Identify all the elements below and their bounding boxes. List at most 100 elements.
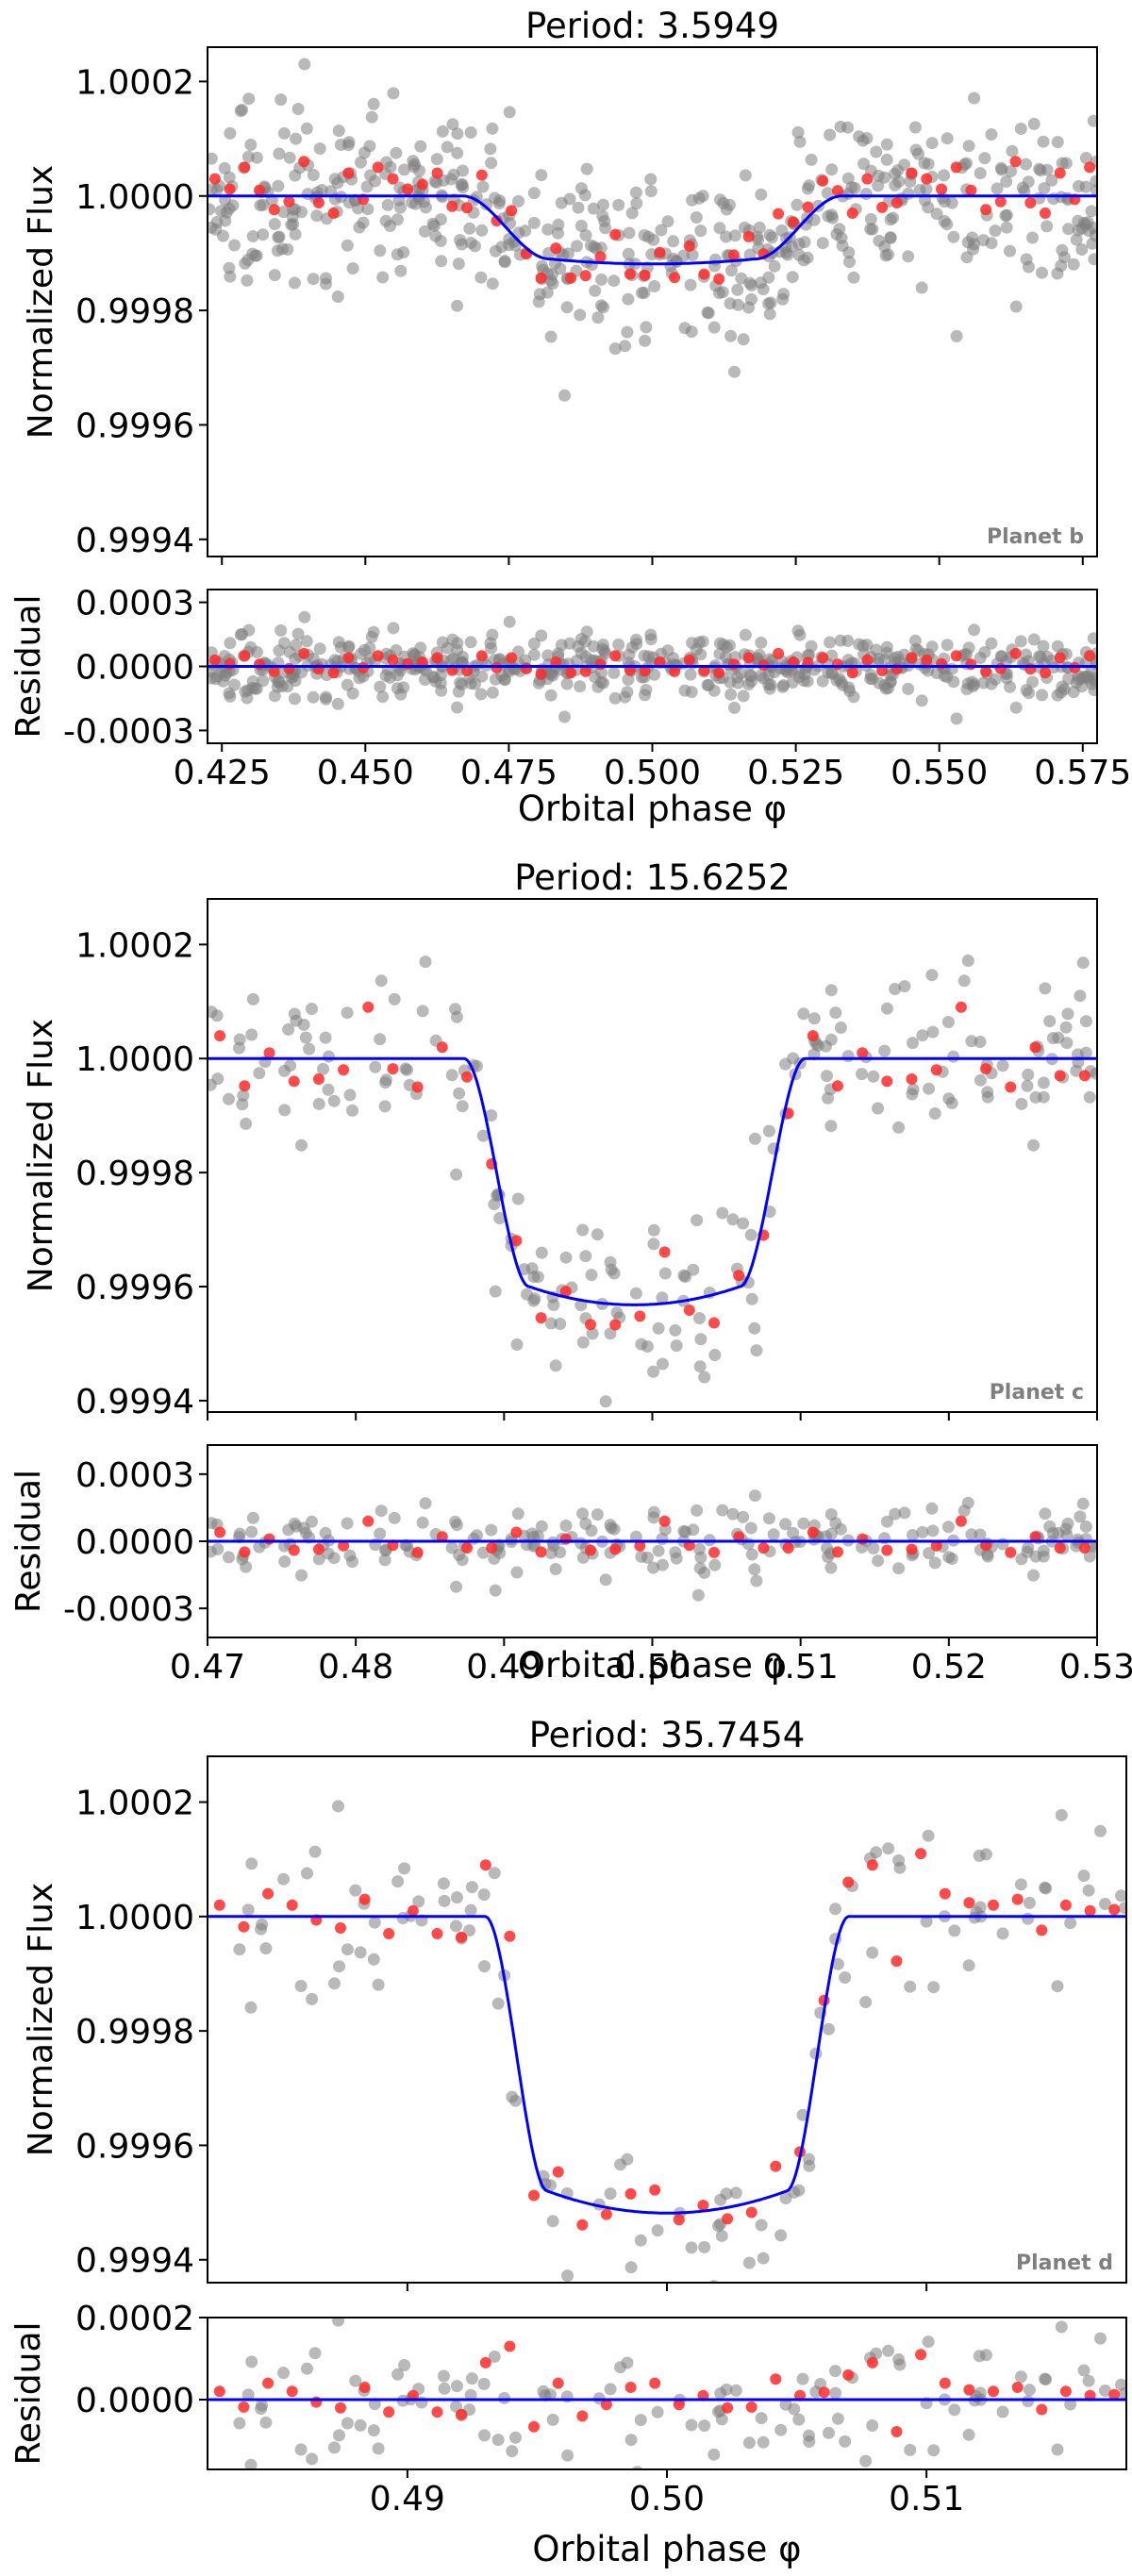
residual-point (438, 2382, 451, 2395)
residual-point (346, 1555, 358, 1569)
binned-point (576, 2219, 589, 2231)
residual-point (1020, 648, 1032, 661)
data-point (1115, 1889, 1126, 1903)
binned-residual-point (846, 667, 858, 679)
data-point (962, 140, 975, 153)
data-point (277, 126, 291, 140)
residual-point (591, 1508, 604, 1521)
residual-point (477, 2377, 491, 2390)
data-point (1005, 165, 1017, 178)
data-point (801, 182, 814, 195)
data-point (843, 256, 856, 269)
data-point (353, 221, 366, 234)
residual-point (1023, 687, 1035, 700)
data-point (1118, 1902, 1126, 1915)
residual-point (612, 638, 625, 651)
x-tick-label: 0.525 (747, 754, 844, 792)
residual-point (687, 1523, 700, 1537)
residual-point (619, 690, 631, 704)
data-point (807, 1012, 821, 1025)
data-point (241, 274, 254, 287)
residual-point (246, 1511, 259, 1524)
residual-point (974, 652, 987, 664)
data-point (1037, 1076, 1050, 1089)
data-point (880, 138, 893, 151)
binned-point (1084, 1904, 1096, 1917)
data-point (737, 1217, 750, 1230)
data-point (920, 182, 933, 195)
residual-point (744, 1521, 757, 1535)
data-point (1074, 989, 1087, 1003)
residual-point (788, 2402, 801, 2416)
residual-point (833, 673, 846, 685)
residual-point (511, 1507, 524, 1521)
residual-point (708, 1558, 722, 1571)
residual-point (437, 2369, 450, 2383)
binned-point (446, 200, 458, 212)
residual-point (803, 2429, 815, 2442)
residual-point (902, 682, 915, 695)
binned-residual-point (208, 654, 221, 666)
residual-y-tick-label: 0.0000 (75, 2382, 194, 2420)
data-point (576, 1223, 590, 1237)
residual-point (1118, 2387, 1126, 2400)
residual-point (864, 673, 877, 686)
residual-point (1099, 2385, 1111, 2397)
y-tick-label: 0.9998 (75, 1155, 194, 1193)
data-point (580, 162, 593, 175)
residual-point (923, 1547, 936, 1560)
data-point (574, 220, 588, 232)
binned-point (965, 184, 977, 196)
data-point (1014, 123, 1027, 135)
data-point (1027, 1138, 1040, 1152)
data-point (416, 1005, 429, 1018)
binned-point (436, 1041, 448, 1054)
data-point (246, 230, 259, 242)
data-point (1018, 185, 1031, 197)
binned-residual-point (708, 1546, 720, 1558)
binned-point (239, 161, 251, 174)
data-point (621, 325, 634, 339)
data-point (685, 2241, 698, 2254)
data-point (374, 244, 387, 258)
data-point (604, 1327, 617, 1340)
binned-point (683, 1305, 695, 1316)
binned-residual-point (609, 650, 622, 662)
data-point (369, 175, 382, 188)
data-point (762, 271, 775, 284)
residual-point (805, 640, 818, 653)
residual-point (1036, 689, 1048, 702)
data-point (322, 1083, 335, 1096)
data-point (995, 163, 1008, 176)
main-plot-area (208, 1800, 1126, 2283)
data-point (1043, 1015, 1057, 1028)
data-point (857, 134, 870, 147)
binned-residual-point (713, 667, 725, 679)
data-point (791, 125, 805, 139)
binned-point (708, 1317, 720, 1329)
y-tick-label: 1.0002 (75, 63, 194, 102)
panel-2: Period: 15.6252 0.9994 0.9996 0.9998 1.0000 1… (9, 857, 1132, 1687)
data-point (1038, 182, 1051, 195)
residual-point (322, 1547, 335, 1560)
binned-residual-point (733, 1531, 745, 1543)
residual-point (474, 688, 488, 701)
data-point (313, 142, 326, 155)
residual-point (798, 668, 811, 681)
residual-point (965, 1528, 978, 1541)
data-point (249, 249, 261, 262)
data-point (714, 2193, 727, 2206)
residual-point (763, 682, 776, 695)
data-point (990, 182, 1004, 195)
data-point (658, 1267, 672, 1280)
data-point (892, 1121, 906, 1134)
binned-point (1009, 156, 1022, 168)
data-point (369, 1060, 382, 1073)
data-point (375, 974, 388, 988)
binned-point (585, 1319, 596, 1331)
binned-residual-point (770, 2373, 782, 2385)
binned-point (1084, 161, 1096, 174)
binned-point (1029, 1041, 1041, 1054)
binned-point (491, 215, 503, 227)
binned-residual-point (881, 1544, 893, 1556)
